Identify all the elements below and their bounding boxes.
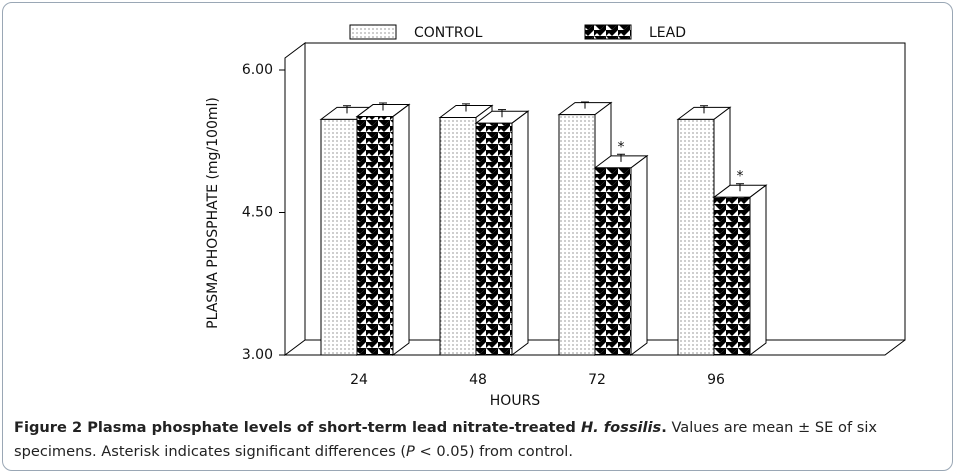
x-tick-label: 48 <box>469 372 487 388</box>
y-tick-label: 4.50 <box>242 205 273 221</box>
error-bar <box>617 153 625 162</box>
x-axis-label: HOURS <box>490 393 541 409</box>
caption-title-end: . <box>661 419 667 436</box>
error-bar <box>379 102 387 111</box>
x-tick-label: 72 <box>588 372 606 388</box>
bar <box>558 114 596 356</box>
error-bar <box>700 105 708 114</box>
caption-label: Figure 2 <box>14 419 83 436</box>
legend-label: CONTROL <box>414 25 483 41</box>
bar <box>475 122 513 356</box>
y-axis-label: PLASMA PHOSPHATE (mg/100ml) <box>205 97 221 329</box>
caption: Figure 2 Plasma phosphate levels of shor… <box>14 416 944 464</box>
error-bar <box>498 109 506 118</box>
bar <box>356 116 394 356</box>
bar <box>320 118 358 356</box>
error-bar <box>581 101 589 109</box>
legend-swatch <box>349 24 397 40</box>
significance-mark: * <box>618 139 625 155</box>
error-bar <box>736 183 744 192</box>
significance-mark: * <box>737 169 744 185</box>
bar-side <box>749 184 767 356</box>
error-bar <box>462 103 470 112</box>
bar <box>439 117 477 356</box>
caption-p: P <box>406 443 415 460</box>
caption-text: Values are mean ± SE of six specimens. A… <box>14 419 878 460</box>
y-tick-label: 6.00 <box>242 62 273 78</box>
caption-text: < 0.05) from control. <box>414 443 573 460</box>
bar <box>713 196 751 356</box>
caption-species: H. fossilis <box>580 419 662 436</box>
bar <box>594 167 632 356</box>
bar <box>677 118 715 356</box>
error-bar <box>343 105 351 114</box>
x-tick-label: 96 <box>707 372 725 388</box>
y-tick-label: 3.00 <box>242 347 273 363</box>
x-tick-label: 24 <box>350 372 368 388</box>
chart: HOURS PLASMA PHOSPHATE (mg/100ml) 3.00 4.… <box>205 24 906 409</box>
caption-title: Plasma phosphate levels of short-term le… <box>87 419 581 436</box>
side-wall <box>284 42 306 356</box>
bar-side <box>511 110 529 356</box>
bar-side <box>630 154 648 356</box>
legend-label: LEAD <box>649 25 686 41</box>
legend-swatch <box>584 24 632 40</box>
bar-side <box>392 103 410 356</box>
